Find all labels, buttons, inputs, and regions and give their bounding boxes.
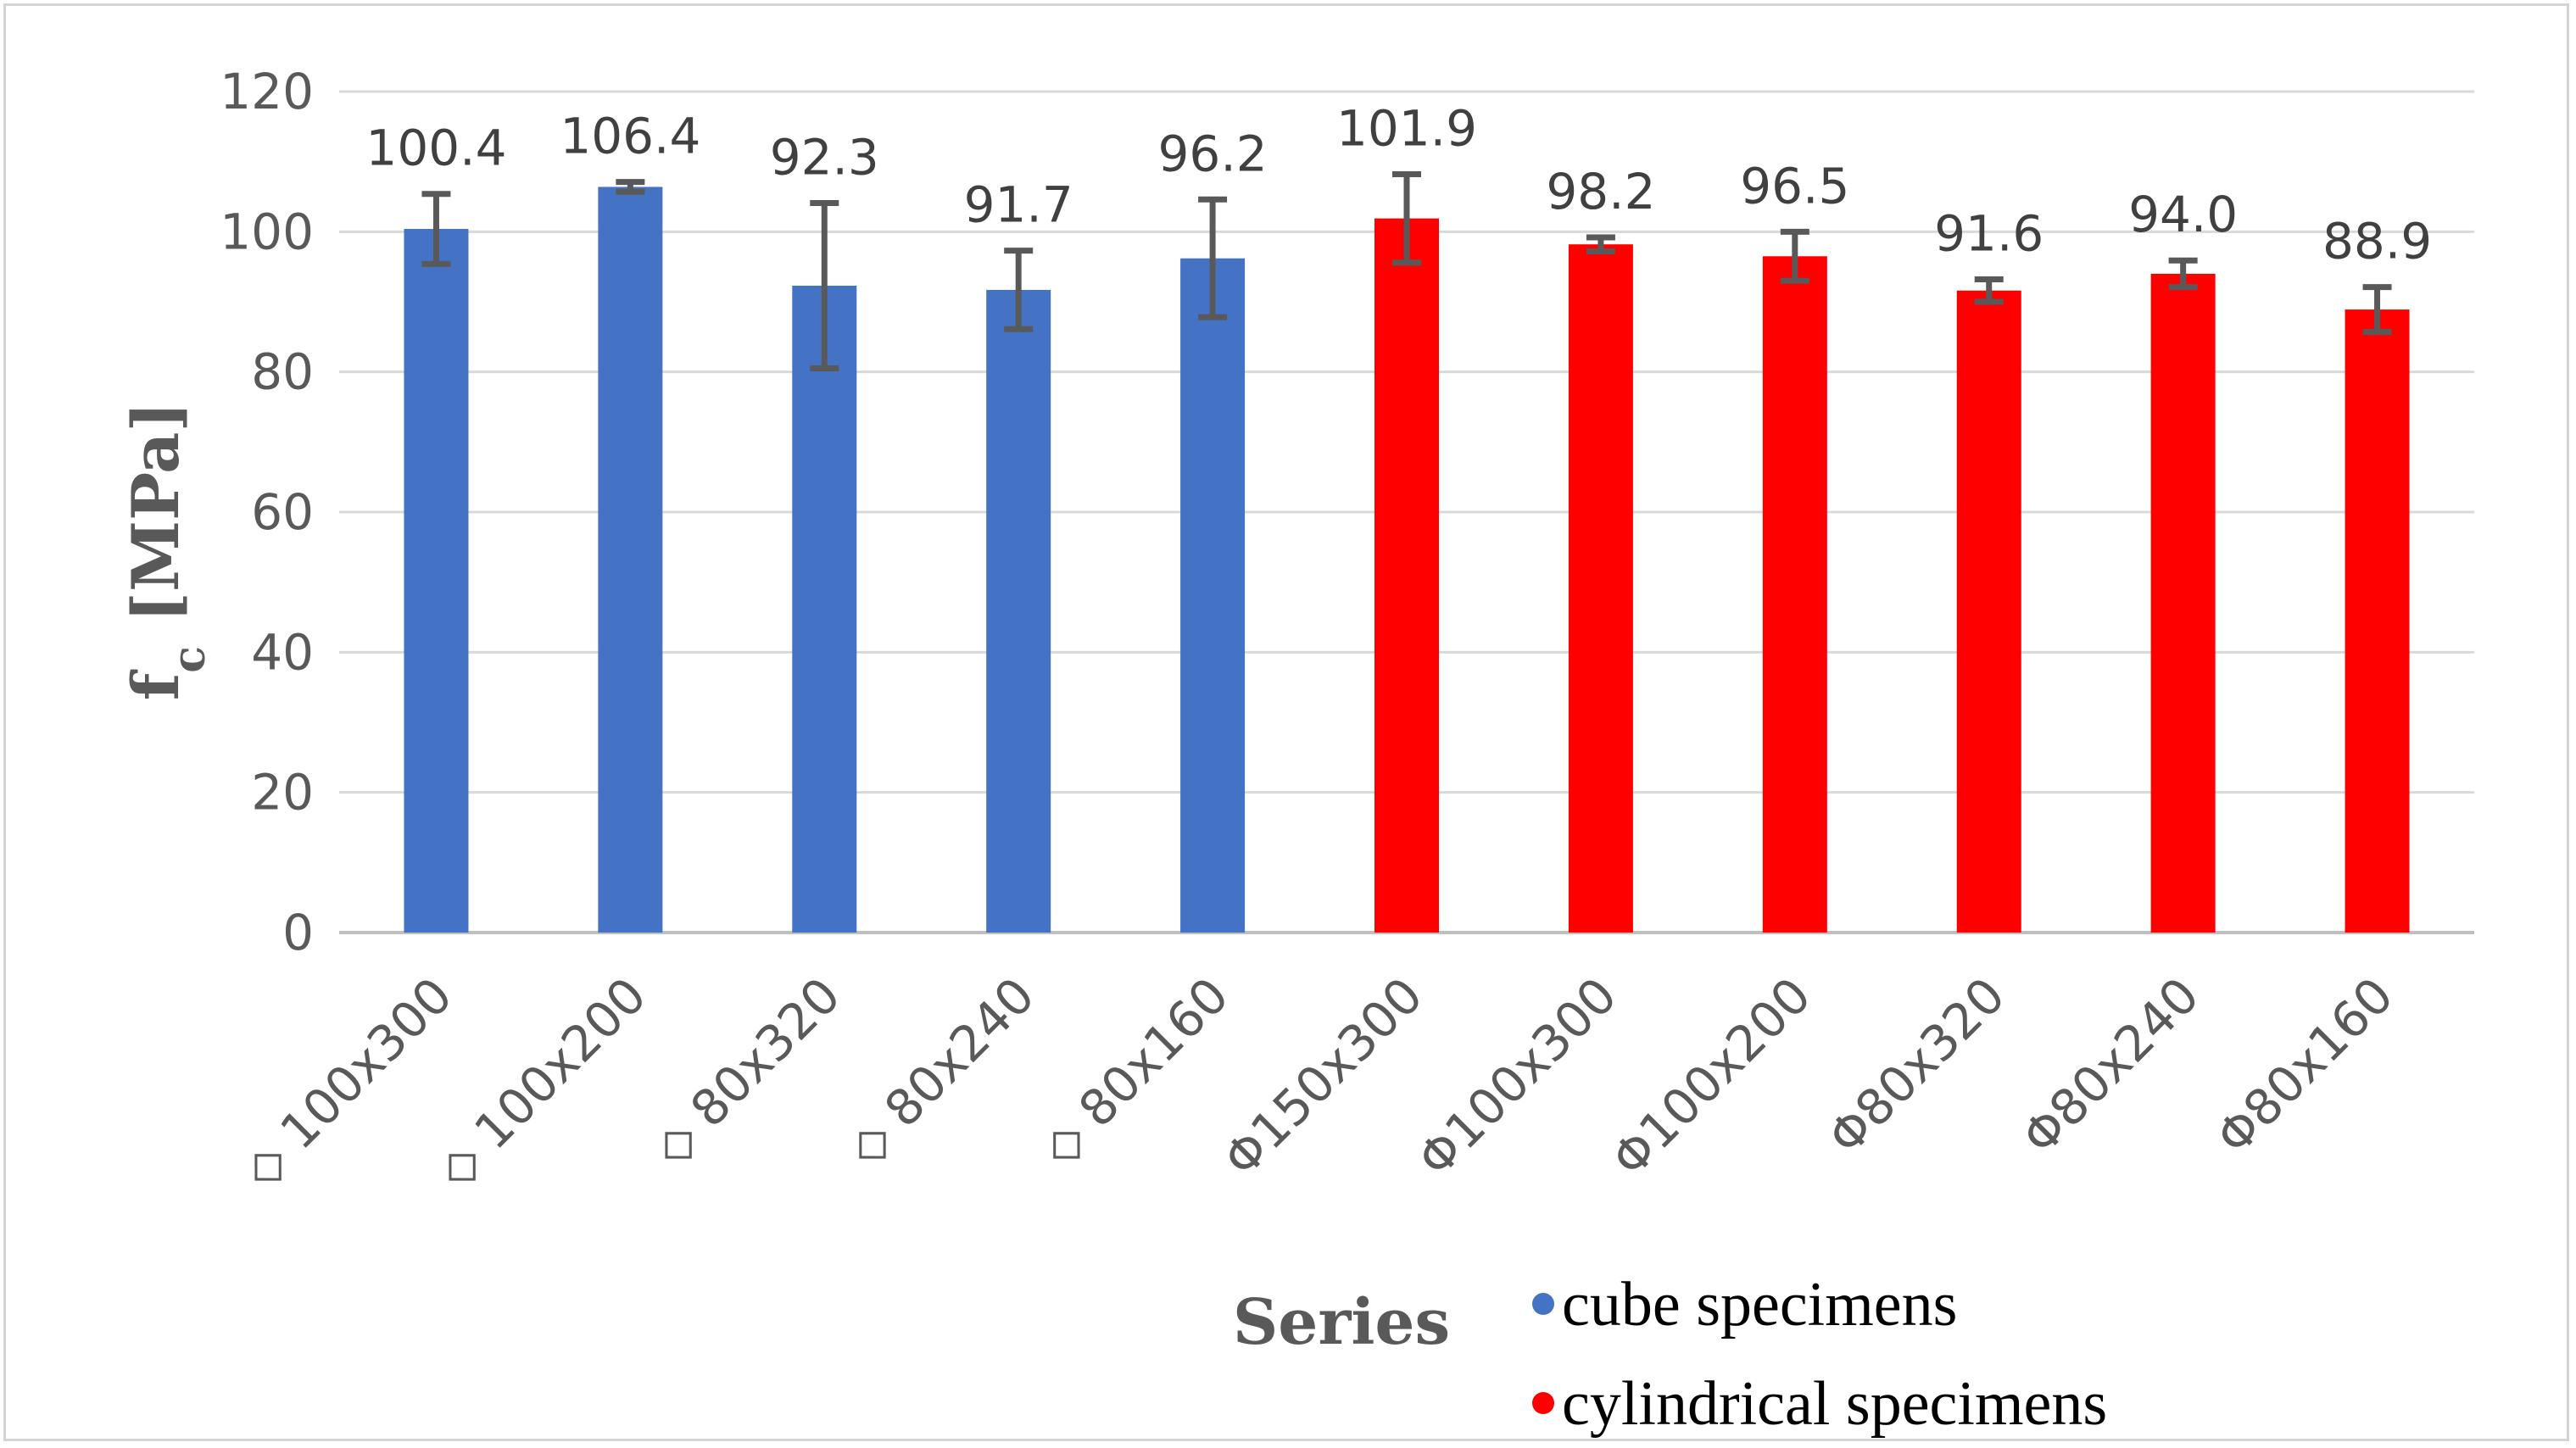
x-tick-label: Φ80x240 bbox=[2010, 966, 2210, 1166]
error-bar bbox=[1780, 228, 1809, 284]
bar bbox=[1374, 218, 1439, 933]
x-tick-label: ◇ 100x200 bbox=[426, 966, 657, 1198]
error-bar bbox=[810, 199, 839, 372]
error-bar bbox=[421, 191, 451, 267]
x-tick-label: Φ150x300 bbox=[1213, 966, 1434, 1188]
x-tick-labels: ◇ 100x300◇ 100x200◇ 80x320◇ 80x240◇ 80x1… bbox=[231, 966, 2405, 1198]
legend-label-cylindrical: cylindrical specimens bbox=[1562, 1369, 2107, 1439]
x-tick-label: ◇ 80x160 bbox=[1030, 966, 1240, 1176]
data-label: 98.2 bbox=[1546, 163, 1655, 220]
y-axis-title-sub: c bbox=[164, 646, 215, 673]
bar bbox=[404, 229, 469, 933]
y-axis-title-unit: [MPa] bbox=[118, 402, 193, 622]
data-labels: 100.4 106.4 92.3 91.7 96.2 101.9 98.2 96.5 91.6 9… bbox=[365, 100, 2432, 270]
y-tick-label: 0 bbox=[282, 904, 314, 961]
error-bar bbox=[1586, 234, 1615, 254]
x-tick-label: Φ100x200 bbox=[1601, 966, 1822, 1188]
bar bbox=[792, 285, 857, 933]
svg-text:fc[MPa]: fc [MPa] bbox=[118, 402, 215, 701]
y-tick-label: 80 bbox=[251, 343, 314, 401]
error-bar bbox=[1198, 196, 1228, 320]
data-label: 100.4 bbox=[365, 120, 506, 177]
y-axis-title-main: f bbox=[118, 669, 193, 700]
error-bar bbox=[616, 179, 645, 195]
bar bbox=[1762, 256, 1827, 933]
data-label: 101.9 bbox=[1336, 100, 1477, 158]
bar bbox=[1568, 244, 1633, 933]
y-tick-label: 20 bbox=[251, 764, 314, 821]
bar bbox=[2345, 309, 2410, 933]
y-tick-label: 120 bbox=[220, 63, 314, 120]
y-tick-labels: 0 20 40 60 80 100 120 bbox=[220, 63, 314, 961]
data-label: 91.7 bbox=[964, 176, 1073, 234]
data-label: 96.5 bbox=[1740, 157, 1849, 214]
x-axis-title: Series bbox=[1233, 1286, 1450, 1359]
legend: cube specimens cylindrical specimens bbox=[1532, 1270, 2107, 1439]
bar bbox=[2150, 273, 2216, 933]
chart-frame bbox=[3, 3, 2569, 1441]
data-label: 91.6 bbox=[1934, 205, 2044, 263]
error-bar bbox=[2168, 257, 2198, 291]
error-bar bbox=[2362, 284, 2392, 336]
y-axis-title: fc [MPa] bbox=[118, 402, 215, 701]
y-tick-label: 100 bbox=[220, 203, 314, 260]
x-tick-label: ◇ 100x300 bbox=[231, 966, 463, 1198]
y-tick-label: 40 bbox=[251, 623, 314, 681]
x-tick-label: Φ80x160 bbox=[2205, 966, 2404, 1166]
bar bbox=[598, 187, 663, 933]
bar bbox=[986, 289, 1051, 933]
legend-marker-cylindrical bbox=[1532, 1392, 1554, 1414]
data-label: 94.0 bbox=[2128, 186, 2238, 243]
data-label: 92.3 bbox=[770, 128, 879, 186]
data-label: 88.9 bbox=[2322, 213, 2432, 270]
error-bar bbox=[1004, 248, 1034, 332]
error-bar bbox=[1392, 171, 1421, 266]
data-label: 96.2 bbox=[1158, 125, 1268, 182]
data-label: 106.4 bbox=[560, 108, 700, 165]
bar bbox=[1180, 258, 1246, 933]
error-bars bbox=[421, 171, 2392, 372]
x-tick-label: Φ100x300 bbox=[1407, 966, 1628, 1188]
bar bbox=[1956, 290, 2021, 933]
legend-marker-cube bbox=[1532, 1293, 1554, 1315]
bars bbox=[404, 187, 2410, 933]
y-tick-label: 60 bbox=[251, 483, 314, 541]
legend-label-cube: cube specimens bbox=[1562, 1270, 1957, 1339]
gridlines bbox=[339, 90, 2474, 934]
x-tick-label: Φ80x320 bbox=[1817, 966, 2016, 1166]
x-tick-label: ◇ 80x320 bbox=[642, 966, 851, 1176]
error-bar bbox=[1974, 276, 2004, 305]
x-tick-label: ◇ 80x240 bbox=[836, 966, 1045, 1176]
